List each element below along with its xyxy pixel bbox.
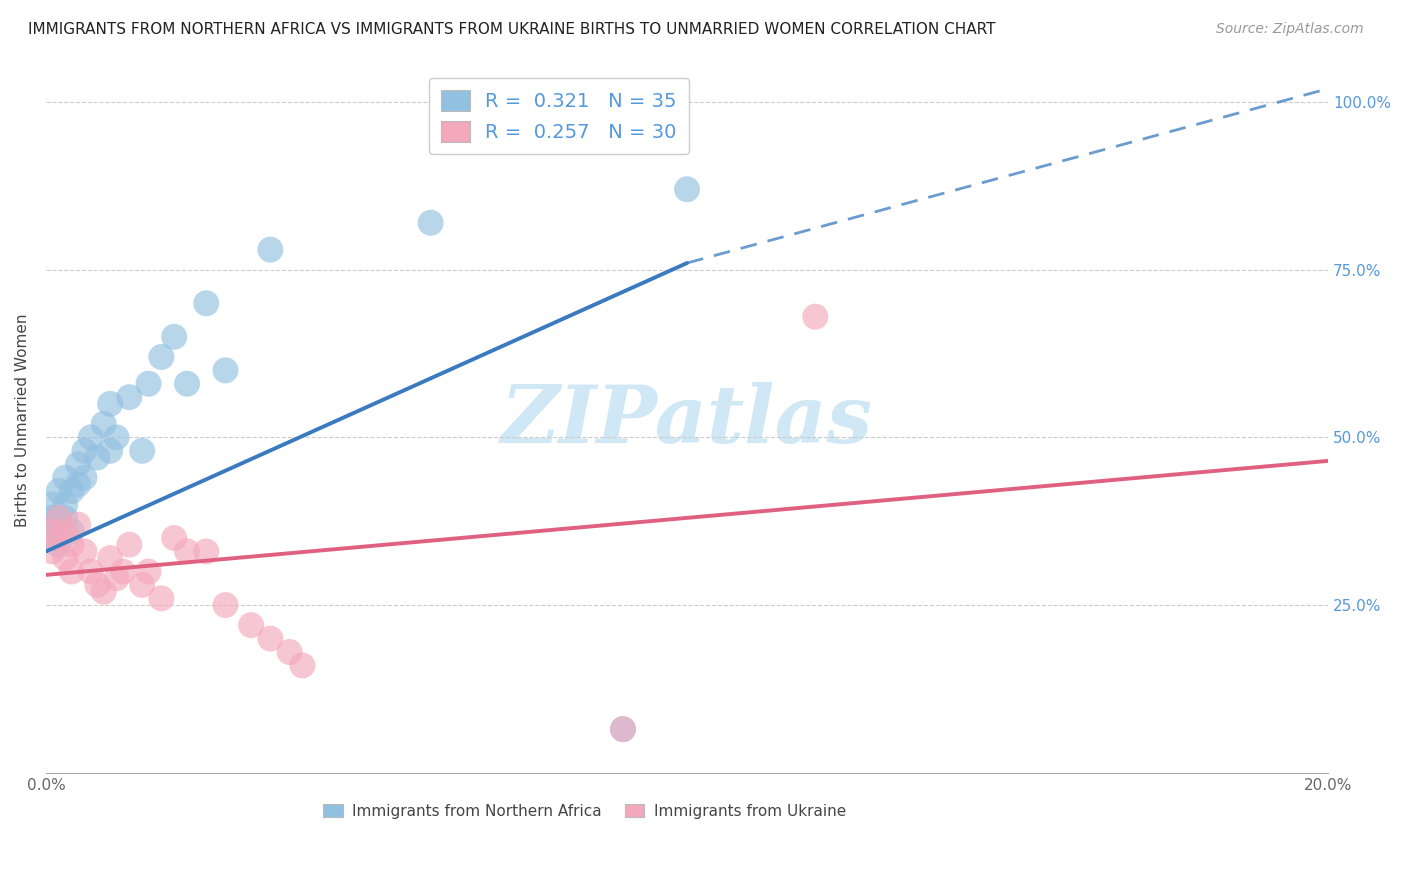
Point — [150, 591, 173, 606]
Point — [118, 390, 141, 404]
Point — [214, 598, 236, 612]
Point — [259, 243, 281, 257]
Point — [93, 417, 115, 431]
Point — [41, 524, 63, 539]
Point — [131, 578, 153, 592]
Point — [131, 443, 153, 458]
Point — [419, 216, 441, 230]
Point — [163, 531, 186, 545]
Point — [48, 538, 70, 552]
Point — [93, 584, 115, 599]
Point — [612, 722, 634, 736]
Point — [48, 531, 70, 545]
Legend: Immigrants from Northern Africa, Immigrants from Ukraine: Immigrants from Northern Africa, Immigra… — [316, 797, 852, 825]
Point — [66, 477, 89, 491]
Point — [98, 397, 121, 411]
Point — [291, 658, 314, 673]
Point — [73, 470, 96, 484]
Point — [41, 498, 63, 512]
Point — [278, 645, 301, 659]
Point — [80, 565, 103, 579]
Point — [60, 524, 83, 539]
Point — [41, 531, 63, 545]
Point — [48, 511, 70, 525]
Point — [53, 551, 76, 566]
Point — [105, 571, 128, 585]
Point — [60, 538, 83, 552]
Point — [48, 484, 70, 499]
Point — [80, 430, 103, 444]
Point — [53, 470, 76, 484]
Point — [176, 376, 198, 391]
Point — [98, 551, 121, 566]
Text: Source: ZipAtlas.com: Source: ZipAtlas.com — [1216, 22, 1364, 37]
Point — [73, 443, 96, 458]
Text: IMMIGRANTS FROM NORTHERN AFRICA VS IMMIGRANTS FROM UKRAINE BIRTHS TO UNMARRIED W: IMMIGRANTS FROM NORTHERN AFRICA VS IMMIG… — [28, 22, 995, 37]
Point — [41, 511, 63, 525]
Point — [111, 565, 134, 579]
Point — [41, 517, 63, 532]
Point — [612, 722, 634, 736]
Point — [259, 632, 281, 646]
Point — [150, 350, 173, 364]
Point — [86, 578, 108, 592]
Text: ZIPatlas: ZIPatlas — [501, 382, 873, 459]
Point — [53, 498, 76, 512]
Point — [60, 484, 83, 499]
Point — [676, 182, 699, 196]
Point — [48, 524, 70, 539]
Point — [195, 296, 218, 310]
Point — [240, 618, 263, 632]
Point — [66, 517, 89, 532]
Point — [138, 565, 160, 579]
Point — [66, 457, 89, 471]
Point — [195, 544, 218, 558]
Point — [176, 544, 198, 558]
Point — [138, 376, 160, 391]
Point — [53, 511, 76, 525]
Point — [73, 544, 96, 558]
Point — [804, 310, 827, 324]
Point — [118, 538, 141, 552]
Point — [60, 565, 83, 579]
Point — [53, 524, 76, 539]
Point — [48, 511, 70, 525]
Point — [41, 544, 63, 558]
Point — [98, 443, 121, 458]
Point — [86, 450, 108, 465]
Point — [163, 330, 186, 344]
Point — [214, 363, 236, 377]
Y-axis label: Births to Unmarried Women: Births to Unmarried Women — [15, 314, 30, 527]
Point — [105, 430, 128, 444]
